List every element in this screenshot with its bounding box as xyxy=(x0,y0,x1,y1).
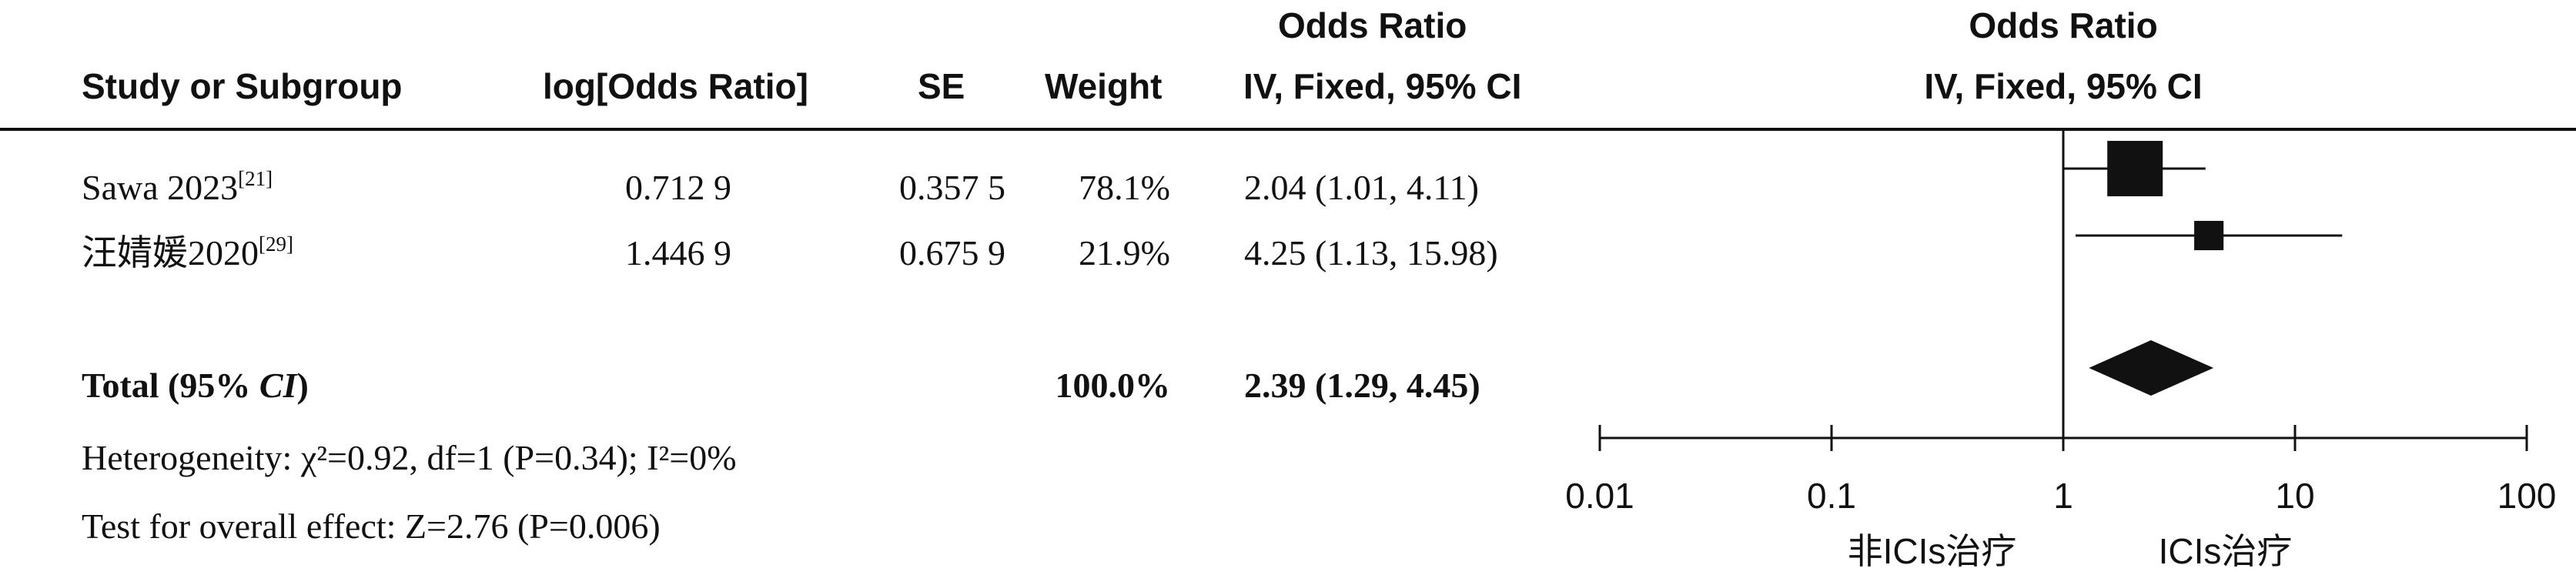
x-tick-label: 10 xyxy=(2275,476,2314,516)
header-or-title: Odds Ratio xyxy=(1278,5,1467,45)
study-logor: 1.446 9 xyxy=(625,233,731,272)
favours-left-label: 非ICIs治疗 xyxy=(1848,531,2017,571)
study-ref: [21] xyxy=(238,167,273,190)
x-tick-label: 100 xyxy=(2497,476,2557,516)
study-markers xyxy=(2064,141,2343,251)
total-label: Total (95% CI) xyxy=(82,368,309,403)
header-logor-col: log[Odds Ratio] xyxy=(543,66,808,106)
study-name: 汪婧媛2020[29] xyxy=(82,233,293,272)
total-label-prefix: Total (95% xyxy=(82,366,259,405)
header-rule xyxy=(0,128,2576,131)
study-label: 汪婧媛2020 xyxy=(82,233,259,272)
study-weight: 21.9% xyxy=(1079,233,1170,272)
overall-effect-text: Test for overall effect: Z=2.76 (P=0.006… xyxy=(82,506,661,546)
summary-diamond xyxy=(2089,340,2214,396)
study-se: 0.357 5 xyxy=(899,168,1005,207)
point-estimate-square xyxy=(2194,220,2224,251)
total-ci: 2.39 (1.29, 4.45) xyxy=(1244,366,1480,405)
study-weight: 78.1% xyxy=(1079,168,1170,207)
study-se: 0.675 9 xyxy=(899,233,1005,272)
header-plot-title: Odds Ratio xyxy=(1969,5,2158,45)
header-weight-col: Weight xyxy=(1045,66,1163,106)
study-ci: 2.04 (1.01, 4.11) xyxy=(1244,168,1479,207)
study-label: Sawa 2023 xyxy=(82,168,239,207)
point-estimate-square xyxy=(2107,141,2163,196)
total-label-ci: CI xyxy=(259,366,297,405)
total-label-suffix: ) xyxy=(296,366,309,405)
x-tick-labels: 0.01 0.1 1 10 100 xyxy=(1565,476,2556,516)
x-tick-label: 0.1 xyxy=(1807,476,1856,516)
x-tick-label: 1 xyxy=(2053,476,2073,516)
study-logor: 0.712 9 xyxy=(625,168,731,207)
total-weight: 100.0% xyxy=(1055,366,1171,405)
x-ticks xyxy=(1598,425,2528,451)
study-ref: [29] xyxy=(259,232,293,256)
header-plot-method: IV, Fixed, 95% CI xyxy=(1924,66,2203,106)
x-tick-label: 0.01 xyxy=(1565,476,1634,516)
header-se-col: SE xyxy=(918,66,965,106)
favours-right-label: ICIs治疗 xyxy=(2159,531,2293,571)
heterogeneity-text: Heterogeneity: χ²=0.92, df=1 (P=0.34); I… xyxy=(82,438,737,477)
study-name: Sawa 2023[21] xyxy=(82,167,273,207)
header-or-method: IV, Fixed, 95% CI xyxy=(1243,66,1522,106)
header-study-col: Study or Subgroup xyxy=(82,66,403,106)
study-ci: 4.25 (1.13, 15.98) xyxy=(1244,233,1498,272)
